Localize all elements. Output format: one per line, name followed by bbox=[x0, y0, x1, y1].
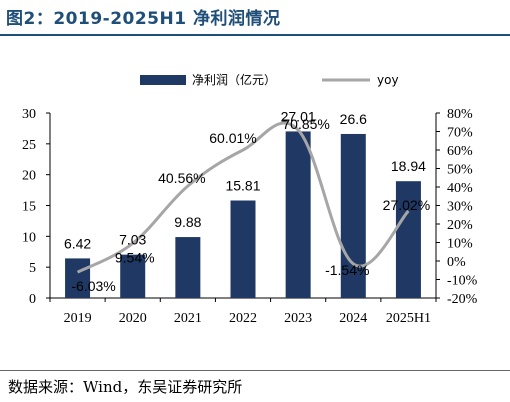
bar-value-label: 26.6 bbox=[340, 111, 367, 127]
bar-net-profit bbox=[175, 237, 201, 298]
bar-value-label: 9.88 bbox=[174, 214, 201, 230]
right-tick-label: -10% bbox=[447, 274, 478, 289]
x-tick-label: 2020 bbox=[119, 311, 147, 326]
bar-value-label: 6.42 bbox=[64, 235, 91, 251]
x-tick-label: 2023 bbox=[284, 311, 312, 326]
source-rule bbox=[0, 370, 510, 371]
bar-value-label: 18.94 bbox=[391, 158, 426, 174]
left-tick-label: 25 bbox=[22, 138, 36, 153]
right-tick-label: 20% bbox=[447, 218, 473, 233]
right-tick-label: 10% bbox=[447, 237, 473, 252]
right-tick-label: -20% bbox=[447, 292, 478, 307]
yoy-value-label: -6.03% bbox=[71, 278, 115, 294]
bar-net-profit bbox=[65, 258, 91, 298]
yoy-value-label: 40.56% bbox=[158, 170, 205, 186]
source-note: 数据来源：Wind，东吴证券研究所 bbox=[8, 378, 243, 396]
left-tick-label: 15 bbox=[22, 200, 36, 215]
bar-net-profit bbox=[395, 181, 421, 298]
bar-value-label: 15.81 bbox=[225, 178, 260, 194]
legend-swatch-net-profit bbox=[140, 75, 186, 85]
x-tick-label: 2019 bbox=[64, 311, 92, 326]
yoy-value-label: -1.54% bbox=[325, 262, 369, 278]
bar-value-label: 7.03 bbox=[119, 232, 146, 248]
legend-label-yoy: yoy bbox=[377, 73, 399, 87]
x-tick-label: 2022 bbox=[229, 311, 257, 326]
right-tick-label: 80% bbox=[447, 107, 473, 122]
yoy-value-label: 60.01% bbox=[209, 130, 256, 146]
yoy-value-label: 70.85% bbox=[282, 116, 329, 132]
bar-net-profit bbox=[340, 133, 366, 298]
bar-net-profit bbox=[285, 131, 311, 298]
x-tick-label: 2024 bbox=[339, 311, 367, 326]
yoy-value-label: 27.02% bbox=[383, 197, 430, 213]
x-tick-label: 2025H1 bbox=[386, 311, 431, 326]
left-tick-label: 0 bbox=[29, 292, 36, 307]
left-tick-label: 30 bbox=[22, 107, 36, 122]
left-tick-label: 5 bbox=[29, 261, 36, 276]
right-tick-label: 60% bbox=[447, 144, 473, 159]
left-tick-label: 20 bbox=[22, 169, 36, 184]
yoy-value-label: 9.54% bbox=[115, 249, 155, 265]
x-tick-label: 2021 bbox=[174, 311, 202, 326]
right-tick-label: 0% bbox=[447, 255, 466, 270]
title-rule bbox=[0, 34, 510, 36]
bar-value-label: 27.01 bbox=[281, 108, 316, 124]
right-tick-label: 30% bbox=[447, 200, 473, 215]
bar-net-profit bbox=[230, 200, 256, 298]
right-tick-label: 70% bbox=[447, 126, 473, 141]
legend-label-net-profit: 净利润（亿元） bbox=[192, 72, 276, 87]
yoy-line bbox=[76, 121, 410, 274]
right-tick-label: 40% bbox=[447, 181, 473, 196]
bar-net-profit bbox=[120, 254, 146, 298]
left-tick-label: 10 bbox=[22, 230, 36, 245]
figure-title: 图2：2019-2025H1 净利润情况 bbox=[6, 9, 281, 29]
right-tick-label: 50% bbox=[447, 163, 473, 178]
